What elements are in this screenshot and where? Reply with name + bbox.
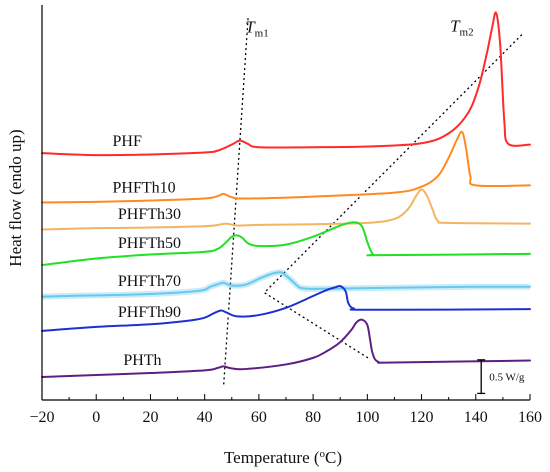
tm1-label-main: T [245, 18, 256, 37]
x-axis-label-prefix: Temperature ( [224, 448, 320, 467]
tm2-label-main: T [450, 16, 461, 35]
ticks: −20 0 20 40 60 80 100 120 140 160 [29, 394, 542, 426]
x-axis-label-sup: o [320, 448, 326, 460]
tm1-label-sub: m1 [255, 28, 269, 40]
series-label-phfth50: PHFTh50 [118, 235, 181, 252]
series-line-phf [41, 11, 531, 157]
y-axis-label: Heat flow (endo up) [6, 129, 25, 266]
x-tick-label: 40 [197, 409, 213, 426]
series-label-phfth30: PHFTh30 [118, 206, 181, 223]
series-line-phfth70 [41, 271, 531, 298]
tm1-label: Tm1 [245, 18, 269, 40]
series-labels: PHF PHFTh10 PHFTh30 PHFTh50 PHFTh70 PHFTh90 PH… [112, 133, 181, 369]
x-tick-label: 0 [92, 409, 100, 426]
tm2-guide-line [263, 34, 523, 360]
x-tick-label: 100 [355, 409, 379, 426]
x-axis-label: Temperature (oC) [224, 448, 342, 467]
x-tick-label: 140 [464, 409, 488, 426]
scale-bar: 0.5 W/g [477, 359, 525, 395]
x-axis-label-suffix: C) [325, 448, 342, 467]
tm1-guide-line [222, 18, 249, 386]
series-lines [41, 11, 531, 378]
axes [41, 5, 530, 401]
series-line-phfth10 [41, 130, 531, 204]
tm2-label-sub: m2 [460, 26, 474, 38]
x-tick-label: 60 [251, 409, 267, 426]
series-label-phfth90: PHFTh90 [118, 304, 181, 321]
series-label-phf: PHF [112, 133, 141, 150]
x-tick-label: 160 [518, 409, 542, 426]
x-tick-label: 80 [305, 409, 321, 426]
series-line-phth [41, 318, 531, 378]
x-tick-label: 120 [410, 409, 434, 426]
tm2-label: Tm2 [450, 16, 474, 38]
series-line-phfth90 [41, 284, 531, 332]
series-label-phfth70: PHFTh70 [118, 273, 181, 290]
x-tick-label: −20 [29, 409, 54, 426]
scale-bar-label: 0.5 W/g [489, 372, 525, 384]
x-tick-label: 20 [142, 409, 158, 426]
annotation-lines: Tm1 Tm2 [222, 16, 523, 386]
series-line-phfth50 [41, 221, 531, 267]
series-label-phfth10: PHFTh10 [112, 179, 175, 196]
series-label-phth: PHTh [123, 352, 161, 369]
series-line-phfth30 [41, 188, 531, 231]
